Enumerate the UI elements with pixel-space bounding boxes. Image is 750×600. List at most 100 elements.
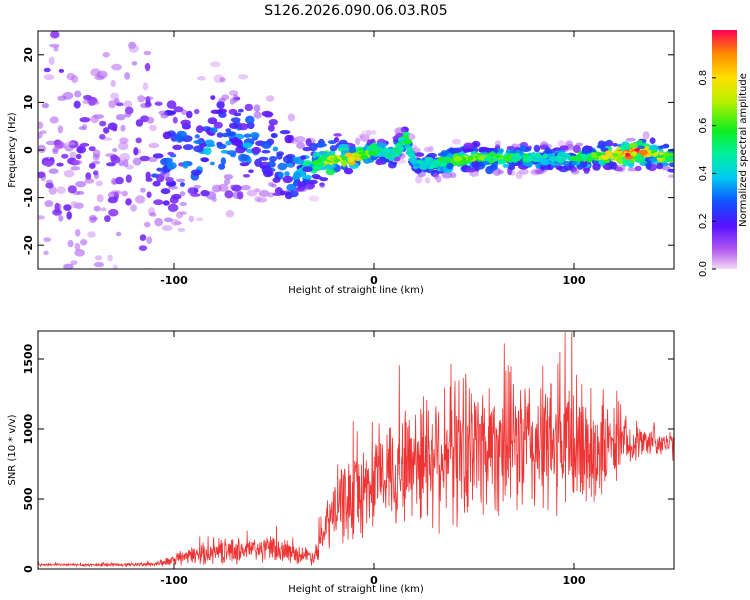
- spectrogram-cell: [140, 187, 146, 193]
- spectrogram-cell: [38, 144, 47, 153]
- spectrogram-cell: [555, 165, 563, 171]
- spectrogram-cell: [230, 184, 236, 189]
- spectrogram-cell: [463, 142, 474, 150]
- spectrogram-cell: [437, 152, 447, 157]
- spectrogram-cell: [210, 95, 216, 100]
- spectrogram-cell: [63, 169, 75, 178]
- spectrogram-cell: [138, 245, 148, 252]
- spectrogram-marks: [38, 31, 674, 269]
- spectrogram-cell: [43, 67, 51, 73]
- snr-x-axis-label: Height of straight line (km): [288, 584, 424, 595]
- spectrogram-cell: [48, 168, 59, 174]
- spectrogram-cell: [100, 207, 107, 212]
- spectrogram-cell: [160, 188, 171, 195]
- spectrogram-cell: [435, 175, 442, 183]
- spectrogram-cell: [82, 124, 88, 131]
- spectrogram-cell: [263, 169, 273, 178]
- spectrogram-cell: [502, 163, 510, 168]
- spectrogram-cell: [424, 177, 431, 184]
- y-tick-label: 0: [22, 146, 35, 154]
- spectrogram-cell: [175, 135, 184, 143]
- spectrogram-cell: [415, 175, 423, 184]
- spectrogram-cell: [73, 100, 81, 109]
- spectrogram-cell: [107, 254, 113, 262]
- spectrogram-cell: [70, 166, 80, 171]
- spectrogram-cell: [112, 126, 118, 132]
- spectrogram-cell: [628, 142, 638, 149]
- snr-frame: [37, 330, 675, 570]
- y-tick-label: 0: [22, 565, 35, 573]
- spectrogram-cell: [272, 146, 279, 152]
- spectrogram-cell: [254, 158, 262, 167]
- spectrogram-cell: [179, 191, 186, 197]
- spectrogram-cell: [506, 146, 515, 150]
- spectrogram-cell: [319, 177, 329, 182]
- chart-title: S126.2026.090.06.03.R05: [264, 3, 447, 19]
- spectrogram-ridge-cell: [359, 154, 369, 160]
- snr-marks: [38, 332, 674, 568]
- spectrogram-cell: [343, 167, 354, 175]
- spectrogram-cell: [148, 156, 158, 163]
- spectrogram-cell: [207, 117, 218, 125]
- spectrogram-ridge-cell: [665, 156, 671, 162]
- spectrogram-cell: [338, 143, 350, 149]
- spectrogram-ridge-cell: [367, 145, 376, 149]
- spectrogram-cell: [508, 162, 518, 167]
- colorbar: 0.0 0.2 0.4 0.6 0.8 Normalized spectral ampl…: [698, 30, 749, 277]
- spectrogram-ridge-cell: [388, 148, 395, 155]
- spectrogram-cell: [216, 143, 227, 149]
- spectrogram-cell: [79, 142, 90, 147]
- spectrogram-cell: [160, 112, 169, 119]
- spectrogram-cell: [92, 153, 100, 161]
- spectrogram-cell: [226, 150, 237, 156]
- spectrogram-cell: [149, 124, 157, 132]
- spectrogram-cell: [195, 125, 204, 133]
- spectrogram-cell: [180, 182, 185, 187]
- spectrogram-cell: [131, 61, 138, 66]
- spectrogram-cell: [211, 197, 217, 203]
- spectrogram-cell: [570, 169, 580, 175]
- spectrogram-ridge-cell: [541, 154, 549, 159]
- spectrogram-cell: [257, 197, 268, 203]
- spectrogram-cell: [111, 63, 122, 71]
- spectrogram-cell: [115, 231, 122, 237]
- spectrogram-cell: [176, 178, 186, 183]
- spectrogram-cell: [48, 56, 55, 66]
- spectrogram-ridge-cell: [631, 151, 638, 157]
- spectrogram-cell: [121, 190, 128, 197]
- spectrogram-cell: [218, 97, 226, 104]
- snr-series-line: [38, 332, 674, 568]
- spectrogram-cell: [119, 153, 130, 162]
- spectrogram-ridge-cell: [484, 156, 492, 162]
- spectrogram-cell: [533, 144, 541, 153]
- spectrogram-cell: [471, 160, 480, 169]
- spectrogram-cell: [44, 200, 54, 208]
- spectrogram-ridge-cell: [467, 155, 474, 161]
- spectrogram-cell: [287, 113, 296, 122]
- spectrogram-cell: [637, 145, 646, 150]
- spectrogram-cell: [239, 162, 250, 167]
- spectrogram-cell: [58, 215, 64, 222]
- spectrogram-cell: [104, 215, 111, 223]
- spectrogram-ridge-cell: [453, 156, 463, 162]
- spectrogram-cell: [108, 100, 116, 109]
- spectrogram-cell: [110, 79, 116, 88]
- spectrogram-cell: [38, 215, 45, 220]
- spectrogram-cell: [124, 112, 132, 118]
- spectrogram-cell: [329, 145, 338, 152]
- spectrogram-cell: [600, 147, 609, 152]
- spectrogram-cell: [452, 138, 462, 145]
- spectrogram-cell: [130, 204, 138, 212]
- spectrogram-ridge-cell: [406, 146, 413, 151]
- spectrogram-cell: [133, 147, 139, 156]
- spectrogram-cell: [238, 123, 249, 131]
- spectrogram-cell: [204, 139, 215, 147]
- spectrogram-cell: [171, 193, 182, 200]
- spectrogram-cell: [94, 255, 103, 261]
- spectrogram-cell: [485, 165, 494, 175]
- spectrogram-cell: [128, 44, 139, 53]
- spectrogram-cell: [293, 171, 301, 180]
- spectrogram-cell: [75, 153, 82, 160]
- y-tick-label: 1000: [22, 413, 35, 444]
- colorbar-gradient: [712, 30, 737, 269]
